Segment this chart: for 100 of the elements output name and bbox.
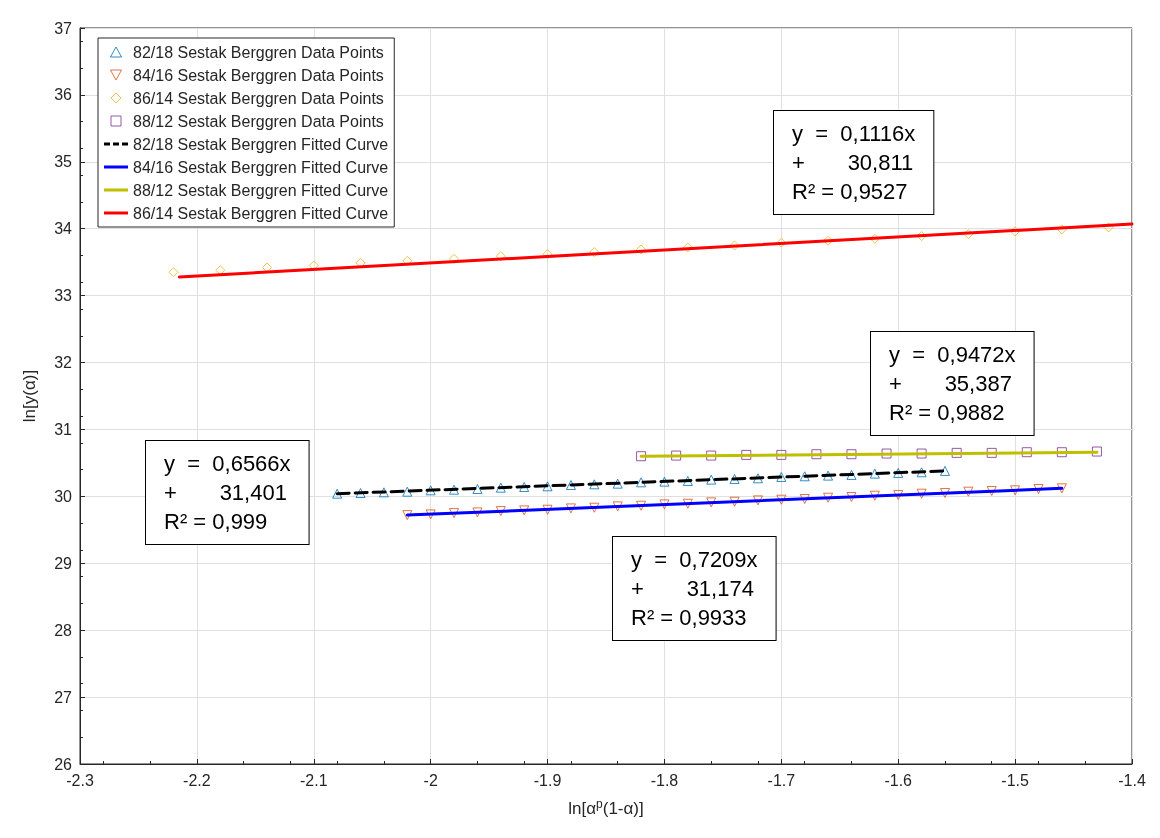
point — [706, 474, 717, 485]
point — [402, 486, 413, 497]
y-tick-label: 26 — [54, 755, 73, 773]
point — [916, 488, 927, 499]
legend-label: 82/18 Sestak Berggren Data Points — [133, 43, 384, 61]
point — [542, 481, 553, 492]
point — [1056, 224, 1067, 235]
point — [1056, 447, 1067, 458]
point — [846, 492, 857, 503]
point — [425, 509, 436, 520]
legend-label: 88/12 Sestak Berggren Data Points — [133, 112, 384, 130]
point — [752, 495, 763, 506]
legend-label: 82/18 Sestak Berggren Fitted Curve — [133, 135, 389, 153]
point — [811, 449, 822, 460]
point — [846, 469, 857, 480]
point — [729, 473, 740, 484]
point — [542, 249, 553, 260]
point — [916, 448, 927, 459]
point — [1010, 485, 1021, 496]
point — [519, 482, 530, 492]
point — [355, 488, 366, 499]
point — [332, 488, 343, 499]
point — [449, 508, 460, 519]
x-tick-label: -1.4 — [1118, 771, 1146, 789]
point — [682, 498, 693, 509]
point — [449, 253, 460, 264]
legend-label: 86/14 Sestak Berggren Fitted Curve — [133, 204, 389, 222]
x-tick-label: -1.5 — [1001, 771, 1029, 789]
point — [893, 490, 904, 501]
point — [776, 449, 787, 460]
point — [636, 244, 647, 255]
y-tick-label: 35 — [54, 153, 73, 171]
point — [659, 499, 670, 510]
point — [636, 477, 647, 488]
point — [659, 476, 670, 487]
point — [589, 502, 600, 513]
point — [986, 447, 997, 458]
point — [706, 450, 717, 461]
y-tick-label: 36 — [54, 86, 73, 104]
point — [939, 465, 950, 476]
y-tick-label: 31 — [54, 420, 73, 438]
point — [519, 505, 530, 516]
legend-label: 84/16 Sestak Berggren Fitted Curve — [133, 158, 389, 176]
point — [939, 488, 950, 499]
x-tick-label: -2.2 — [183, 771, 211, 789]
x-tick-label: -2.3 — [66, 771, 94, 789]
point — [741, 449, 752, 460]
point — [869, 468, 880, 479]
point — [963, 229, 974, 240]
point — [1091, 446, 1102, 457]
point — [986, 486, 997, 497]
x-tick-label: -1.8 — [650, 771, 679, 789]
point — [402, 510, 413, 521]
point — [776, 494, 787, 505]
point — [472, 507, 483, 518]
y-tick-label: 27 — [54, 688, 73, 706]
legend-label: 86/14 Sestak Berggren Data Points — [133, 89, 384, 107]
point — [589, 247, 600, 258]
point — [168, 267, 179, 278]
y-tick-label: 34 — [54, 220, 73, 238]
point — [612, 478, 623, 489]
y-tick-label: 30 — [54, 487, 73, 505]
point — [612, 501, 623, 512]
point — [1010, 226, 1021, 237]
point — [799, 494, 810, 505]
point — [729, 240, 740, 251]
y-tick-label: 33 — [54, 287, 73, 305]
point — [881, 448, 892, 459]
annotation: y = 0,6566x + 31,401 R² = 0,999 — [164, 451, 291, 534]
point — [425, 485, 436, 496]
point — [449, 484, 460, 495]
point — [542, 504, 553, 515]
point — [799, 471, 810, 482]
x-tick-label: -1.6 — [884, 771, 913, 789]
legend-label: 88/12 Sestak Berggren Fitted Curve — [133, 181, 389, 199]
point — [378, 487, 389, 498]
point — [682, 242, 693, 253]
point — [1056, 483, 1067, 494]
y-tick-label: 29 — [54, 554, 73, 572]
point — [776, 237, 787, 248]
point — [636, 500, 647, 511]
point — [472, 484, 483, 494]
point — [706, 497, 717, 508]
annotation: y = 0,9472x + 35,387 R² = 0,9882 — [889, 342, 1016, 425]
y-axis-title: ln[y(α)] — [20, 369, 39, 423]
point — [495, 482, 506, 493]
point — [495, 506, 506, 517]
point — [776, 471, 787, 482]
y-tick-label: 32 — [54, 354, 73, 372]
point — [636, 451, 647, 462]
point — [589, 479, 600, 490]
point — [823, 492, 834, 503]
y-tick-label: 37 — [54, 19, 73, 37]
point — [893, 467, 904, 478]
point — [565, 479, 576, 490]
point — [1021, 447, 1032, 458]
point — [916, 467, 927, 478]
point — [1033, 484, 1044, 494]
point — [682, 475, 693, 486]
x-tick-label: -1.7 — [767, 771, 796, 789]
